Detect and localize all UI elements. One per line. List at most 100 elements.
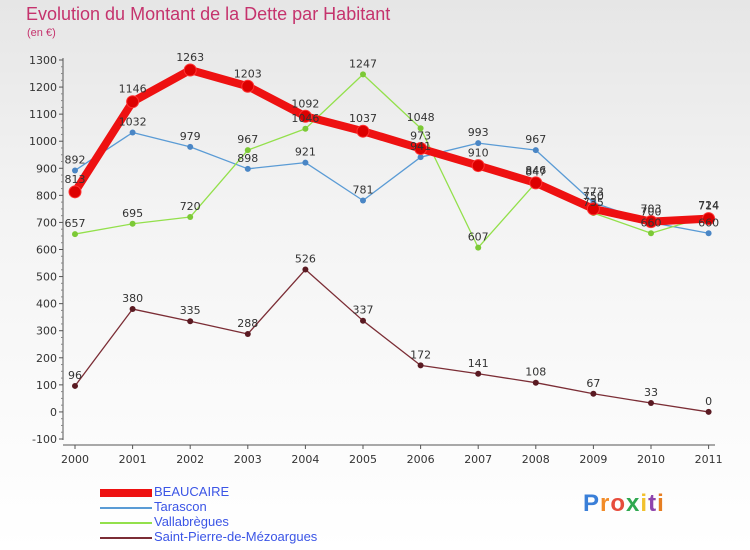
point-saint-pierre-de-mezoargues bbox=[360, 317, 366, 324]
point-tarascon bbox=[532, 147, 539, 154]
data-label-saint-pierre-de-mezoargues: 526 bbox=[295, 253, 316, 266]
y-tick-label: 500 bbox=[36, 271, 57, 284]
data-label-beaucaire: 1203 bbox=[234, 67, 262, 80]
y-tick-label: 1300 bbox=[29, 54, 57, 67]
data-label-tarascon: 781 bbox=[353, 184, 374, 197]
legend-swatch-vallabregues bbox=[100, 522, 152, 524]
data-label-saint-pierre-de-mezoargues: 141 bbox=[468, 357, 489, 370]
logo-letter: x bbox=[626, 490, 641, 517]
y-tick-label: 200 bbox=[36, 352, 57, 365]
point-vallabregues bbox=[72, 231, 78, 238]
point-saint-pierre-de-mezoargues bbox=[417, 362, 424, 369]
series-line-saint-pierre-de-mezoargues bbox=[74, 268, 710, 413]
point-saint-pierre-de-mezoargues bbox=[705, 408, 712, 415]
legend-swatch-tarascon bbox=[100, 507, 152, 509]
series-line-tarascon bbox=[74, 131, 710, 234]
point-vallabregues bbox=[475, 244, 482, 251]
data-label-vallabregues: 660 bbox=[641, 216, 662, 229]
data-label-tarascon: 979 bbox=[180, 130, 201, 143]
x-tick-label: 2003 bbox=[234, 453, 262, 466]
data-label-beaucaire: 1037 bbox=[349, 112, 377, 125]
point-vallabregues bbox=[187, 214, 194, 221]
data-label-vallabregues: 695 bbox=[122, 207, 143, 220]
data-label-vallabregues: 1048 bbox=[407, 111, 435, 124]
data-label-tarascon: 1032 bbox=[119, 116, 147, 129]
y-tick-label: 800 bbox=[36, 189, 57, 202]
point-beaucaire bbox=[644, 215, 658, 229]
y-tick-label: 600 bbox=[36, 244, 57, 257]
data-label-saint-pierre-de-mezoargues: 335 bbox=[180, 304, 201, 317]
data-label-beaucaire: 846 bbox=[525, 164, 546, 177]
y-tick-label: 900 bbox=[36, 162, 57, 175]
data-label-vallabregues: 847 bbox=[525, 166, 546, 179]
data-label-vallabregues: 1247 bbox=[349, 57, 377, 70]
x-tick-label: 2009 bbox=[579, 453, 607, 466]
data-label-vallabregues: 1046 bbox=[291, 112, 319, 125]
logo-letter: r bbox=[600, 490, 611, 517]
series-line-beaucaire bbox=[71, 66, 713, 226]
point-vallabregues bbox=[648, 230, 654, 237]
logo-letter: P bbox=[583, 490, 601, 517]
data-label-vallabregues: 735 bbox=[583, 196, 604, 209]
x-tick-label: 2011 bbox=[695, 453, 723, 466]
x-tick-label: 2005 bbox=[349, 453, 377, 466]
data-label-tarascon: 967 bbox=[525, 133, 546, 146]
point-tarascon bbox=[705, 230, 712, 237]
data-label-vallabregues: 720 bbox=[180, 200, 201, 213]
data-label-tarascon: 921 bbox=[295, 146, 316, 159]
logo-letter: i bbox=[640, 490, 649, 517]
point-saint-pierre-de-mezoargues bbox=[187, 318, 194, 325]
point-tarascon bbox=[417, 154, 424, 161]
point-beaucaire bbox=[586, 202, 600, 216]
point-saint-pierre-de-mezoargues bbox=[648, 399, 654, 406]
x-tick-label: 2000 bbox=[61, 453, 89, 466]
data-label-saint-pierre-de-mezoargues: 108 bbox=[525, 366, 546, 379]
point-vallabregues bbox=[129, 220, 136, 227]
point-beaucaire bbox=[183, 63, 197, 77]
data-label-saint-pierre-de-mezoargues: 67 bbox=[586, 377, 600, 390]
proxiti-logo: Proxiti bbox=[583, 490, 665, 518]
data-label-saint-pierre-de-mezoargues: 172 bbox=[410, 348, 431, 361]
data-label-tarascon: 898 bbox=[237, 152, 258, 165]
y-tick-label: 300 bbox=[36, 325, 57, 338]
point-beaucaire bbox=[68, 185, 82, 199]
y-tick-label: 1100 bbox=[29, 108, 57, 121]
point-saint-pierre-de-mezoargues bbox=[129, 306, 136, 313]
data-label-beaucaire: 1146 bbox=[119, 83, 147, 96]
point-tarascon bbox=[129, 129, 136, 136]
x-tick-label: 2008 bbox=[522, 453, 550, 466]
point-tarascon bbox=[187, 143, 194, 150]
data-label-saint-pierre-de-mezoargues: 0 bbox=[705, 395, 712, 408]
data-label-beaucaire: 1092 bbox=[291, 97, 319, 110]
data-label-vallabregues: 657 bbox=[65, 217, 86, 230]
point-tarascon bbox=[475, 140, 482, 147]
point-beaucaire bbox=[529, 176, 543, 190]
point-saint-pierre-de-mezoargues bbox=[475, 370, 482, 377]
axes: -100 0 100 200 300 400 500 600 700 800 900 1000 1100… bbox=[29, 54, 723, 466]
point-saint-pierre-de-mezoargues bbox=[532, 379, 539, 386]
point-beaucaire bbox=[126, 95, 140, 109]
data-label-tarascon: 941 bbox=[410, 140, 431, 153]
legend-swatch-saint-pierre bbox=[100, 537, 152, 539]
point-beaucaire bbox=[414, 142, 428, 156]
data-label-beaucaire: 813 bbox=[65, 173, 86, 186]
data-label-vallabregues: 607 bbox=[468, 231, 489, 244]
y-tick-label: 1000 bbox=[29, 135, 57, 148]
x-tick-label: 2001 bbox=[119, 453, 147, 466]
data-label-vallabregues: 967 bbox=[237, 133, 258, 146]
logo-letter: t bbox=[648, 490, 658, 517]
data-label-tarascon: 993 bbox=[468, 126, 489, 139]
data-label-saint-pierre-de-mezoargues: 288 bbox=[237, 317, 258, 330]
series-line-vallabregues bbox=[74, 73, 710, 249]
point-beaucaire bbox=[702, 212, 716, 226]
y-tick-label: 1200 bbox=[29, 81, 57, 94]
chart-subtitle: (en €) bbox=[27, 27, 56, 39]
data-label-tarascon: 700 bbox=[641, 205, 662, 218]
data-label-tarascon: 773 bbox=[583, 186, 604, 199]
x-tick-label: 2010 bbox=[637, 453, 665, 466]
data-label-vallabregues: 724 bbox=[698, 199, 719, 212]
point-tarascon bbox=[302, 159, 309, 166]
y-tick-label: 100 bbox=[36, 379, 57, 392]
data-label-saint-pierre-de-mezoargues: 96 bbox=[68, 369, 82, 382]
point-saint-pierre-de-mezoargues bbox=[590, 390, 597, 397]
